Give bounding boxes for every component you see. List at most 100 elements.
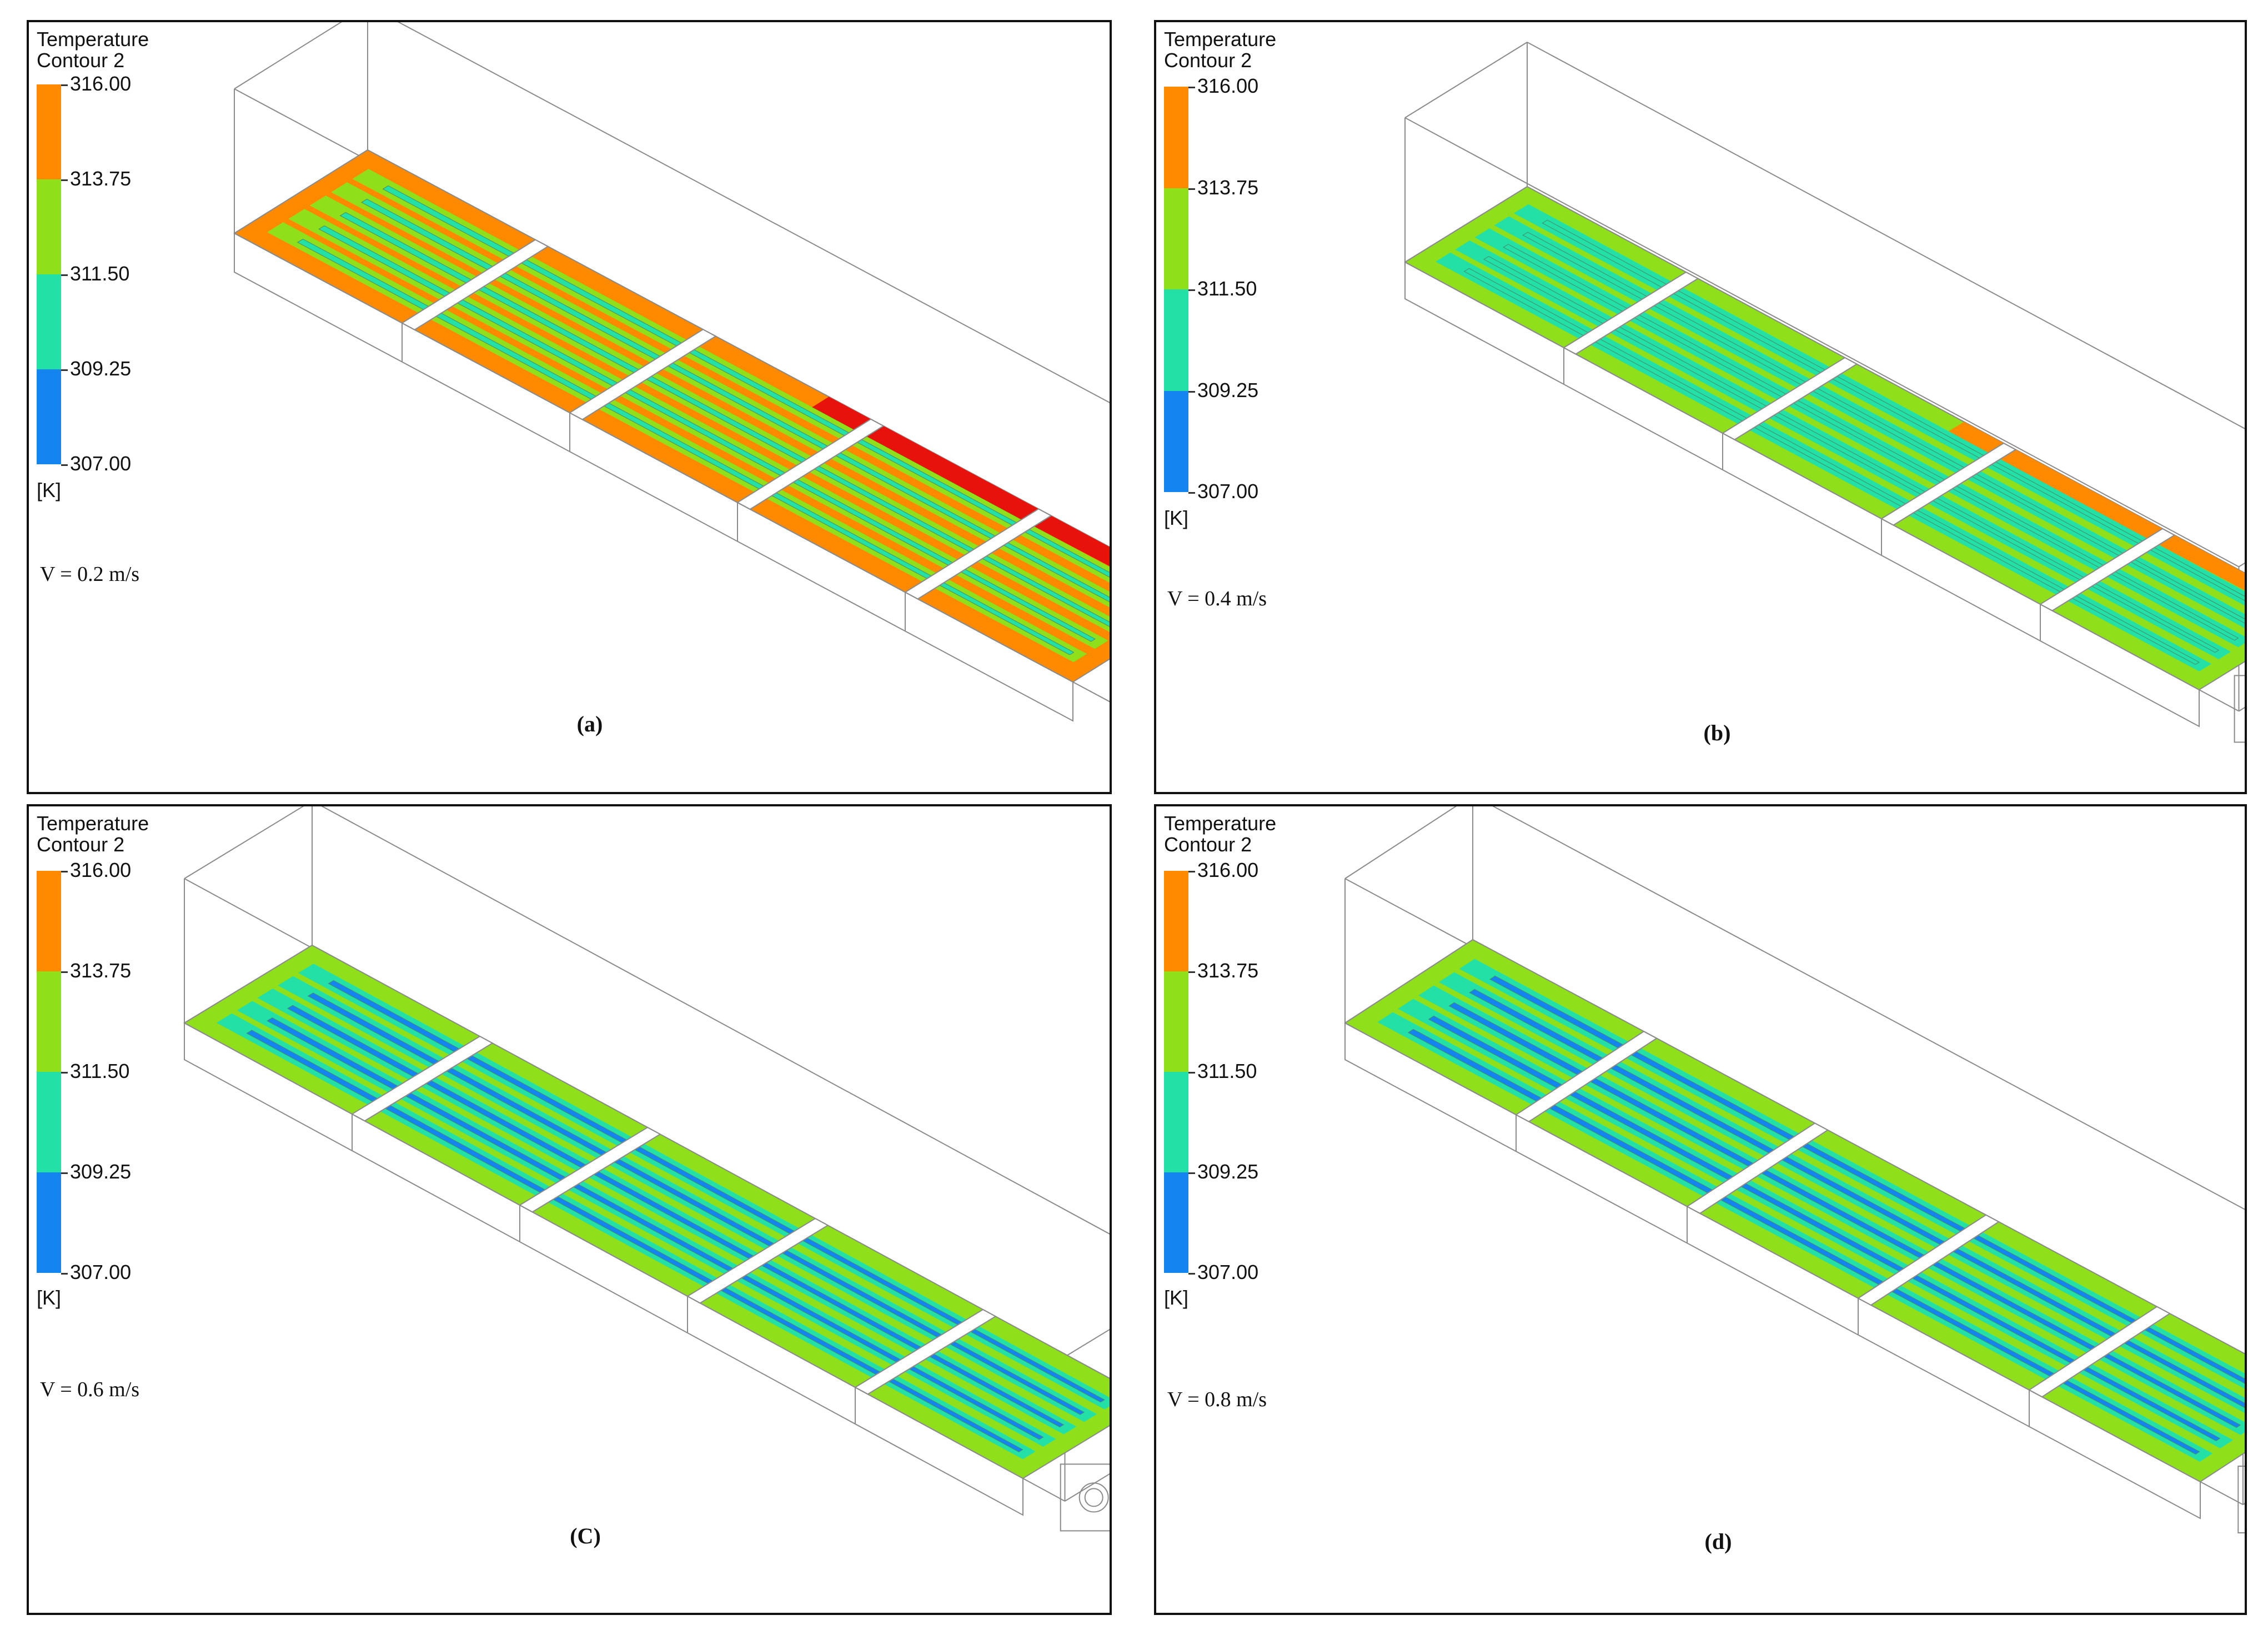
channel-core [1489,975,2245,1384]
channel-model-a [233,22,1110,722]
legend-tick-label: 313.75 [70,167,132,190]
enclosure-edge [1527,42,2245,429]
legend-band [1164,289,1188,391]
legend-tick-mark [1188,1172,1195,1174]
enclosure-edge [2242,1358,2245,1361]
segment-divider [1515,1031,1658,1122]
legend-tick-mark [61,369,68,371]
legend-tick-label: 311.50 [1197,1060,1257,1082]
legend-tick-mark [61,464,68,466]
channel-core [339,212,1110,627]
legend-tick-label: 311.50 [70,1060,130,1082]
channel-core [1407,1029,2200,1455]
legend-tick-label: 307.00 [70,452,132,475]
legend-tick-mark [1188,289,1195,291]
legend-title-line2: Contour 2 [37,49,125,72]
channel-model-c [183,806,1110,1532]
legend-tick-mark [61,1172,68,1174]
color-legend-bar [37,84,61,464]
segment-divider [1722,357,1858,440]
legend-title-line1: Temperature [37,28,149,51]
legend-band [37,871,61,971]
legend-tick-mark [61,1273,68,1275]
legend-band [1164,390,1188,492]
legend-tick-label: 309.25 [70,1160,132,1183]
panel-caption: (C) [570,1523,601,1548]
legend-title-line1: Temperature [1164,28,1277,51]
color-legend-bar [1164,871,1188,1273]
enclosure-edge [2238,562,2245,568]
channel-core [287,1005,1065,1428]
channel-core [1483,255,2220,653]
legend-tick-label: 316.00 [1197,74,1259,97]
legend-tick-label: 307.00 [70,1261,132,1283]
legend-tick-label: 313.75 [1197,175,1259,199]
legend-title: Temperature Contour 2 [37,29,149,71]
legend-band [37,274,61,369]
outlet-housing [1060,1463,1110,1532]
legend-tick-label: 316.00 [70,859,132,881]
legend-band [37,84,61,179]
legend-title: Temperature Contour 2 [37,813,149,855]
segment-divider [518,1126,661,1213]
segment-divider [401,239,549,330]
segment-divider [569,329,717,420]
legend-tick-mark [1188,1273,1195,1275]
enclosure-edge [184,806,304,879]
segment-divider [854,1308,997,1395]
panel-c: Temperature Contour 2 [K] V = 0.6 m/s (C… [27,804,1112,1615]
legend-tick-mark [1188,87,1195,88]
panel-caption: (a) [576,711,603,736]
panel-a: Temperature Contour 2 [K] V = 0.2 m/s (a… [27,20,1112,794]
legend-tick-label: 311.50 [70,262,130,285]
legend-title: Temperature Contour 2 [1164,813,1276,855]
legend-title: Temperature Contour 2 [1164,29,1276,71]
legend-tick-mark [61,1072,68,1074]
enclosure-edge [1404,42,1528,118]
legend-tick-label: 309.25 [1197,1160,1259,1183]
legend-tick-label: 316.00 [1197,859,1259,881]
segment-divider [2028,1306,2171,1398]
channel-core [246,1030,1023,1452]
enclosure-edge [1404,117,2239,568]
segment-divider [1686,1122,1829,1214]
legend-band [1164,871,1188,971]
channel-core [297,238,1075,655]
velocity-label: V = 0.8 m/s [1167,1388,1267,1411]
channel-model-b [1404,42,2245,743]
channel-core [267,1017,1044,1440]
legend-tick-mark [61,971,68,973]
legend-tick-mark [61,84,68,86]
legend-tick-mark [1188,1072,1195,1074]
legend-tick-label: 313.75 [1197,959,1259,982]
channel-core [307,992,1085,1415]
legend-band [37,971,61,1072]
legend-tick-mark [1188,871,1195,872]
legend-band [1164,87,1188,188]
legend-tick-mark [61,179,68,181]
segment-divider [2039,528,2176,611]
channel-core [1522,232,2245,624]
channel-core [1463,268,2200,665]
legend-tick-label: 307.00 [1197,1261,1259,1283]
enclosure-edge [1492,806,2245,1210]
enclosure-edge [397,22,1110,404]
legend-band [1164,971,1188,1072]
legend-band [37,1172,61,1273]
legend-title-line1: Temperature [37,812,149,835]
legend-tick-label: 307.00 [1197,480,1259,503]
legend-tick-mark [61,274,68,276]
legend-band [1164,188,1188,289]
channel-core [1469,989,2245,1408]
legend-tick-label: 313.75 [70,959,132,982]
enclosure-edge [234,22,342,89]
velocity-label: V = 0.2 m/s [40,563,140,586]
panel-caption: (b) [1703,720,1731,745]
legend-title-line2: Contour 2 [1164,833,1252,856]
legend-band [1164,1072,1188,1172]
outlet-tube-inner [1084,1488,1103,1507]
legend-band [1164,1172,1188,1273]
legend-tick-label: 311.50 [1197,277,1257,300]
legend-unit: [K] [37,479,62,501]
channel-core [1542,219,2245,601]
